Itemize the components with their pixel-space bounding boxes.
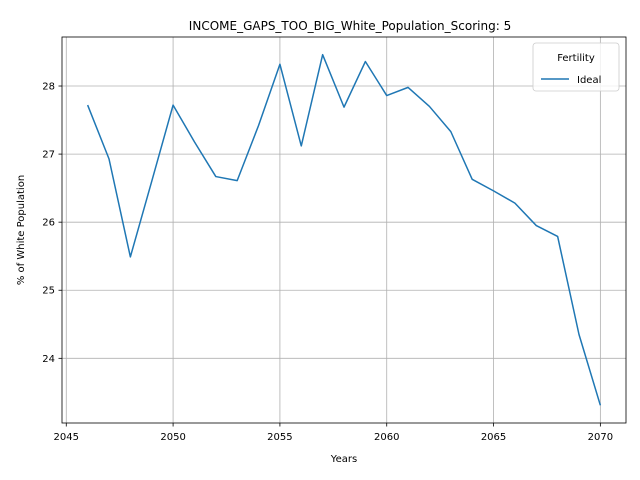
x-tick-label: 2065 — [481, 432, 506, 443]
y-tick-label: 26 — [42, 218, 55, 229]
y-tick-label: 24 — [42, 354, 55, 365]
legend-label-ideal: Ideal — [577, 75, 601, 86]
x-tick-label: 2070 — [588, 432, 613, 443]
y-tick-label: 27 — [42, 150, 55, 161]
legend-frame — [532, 42, 620, 92]
axes-frame — [61, 36, 627, 424]
series-line-ideal — [86, 53, 602, 406]
x-tick-label: 2060 — [374, 432, 399, 443]
chart-title: INCOME_GAPS_TOO_BIG_White_Population_Sco… — [189, 19, 511, 33]
legend-title: Fertility — [557, 53, 595, 64]
y-axis: 24 25 26 27 28 — [42, 82, 62, 365]
x-axis: 2045 2050 2055 2060 2065 2070 — [54, 423, 613, 443]
plot-area — [86, 53, 602, 406]
y-tick-label: 28 — [42, 82, 55, 93]
legend: Fertility Ideal — [532, 42, 620, 92]
x-tick-label: 2055 — [267, 432, 292, 443]
x-tick-label: 2050 — [160, 432, 185, 443]
y-tick-label: 25 — [42, 286, 55, 297]
gridlines — [62, 37, 626, 423]
y-axis-label: % of White Population — [16, 175, 27, 285]
x-axis-label: Years — [330, 454, 357, 465]
x-tick-label: 2045 — [54, 432, 79, 443]
